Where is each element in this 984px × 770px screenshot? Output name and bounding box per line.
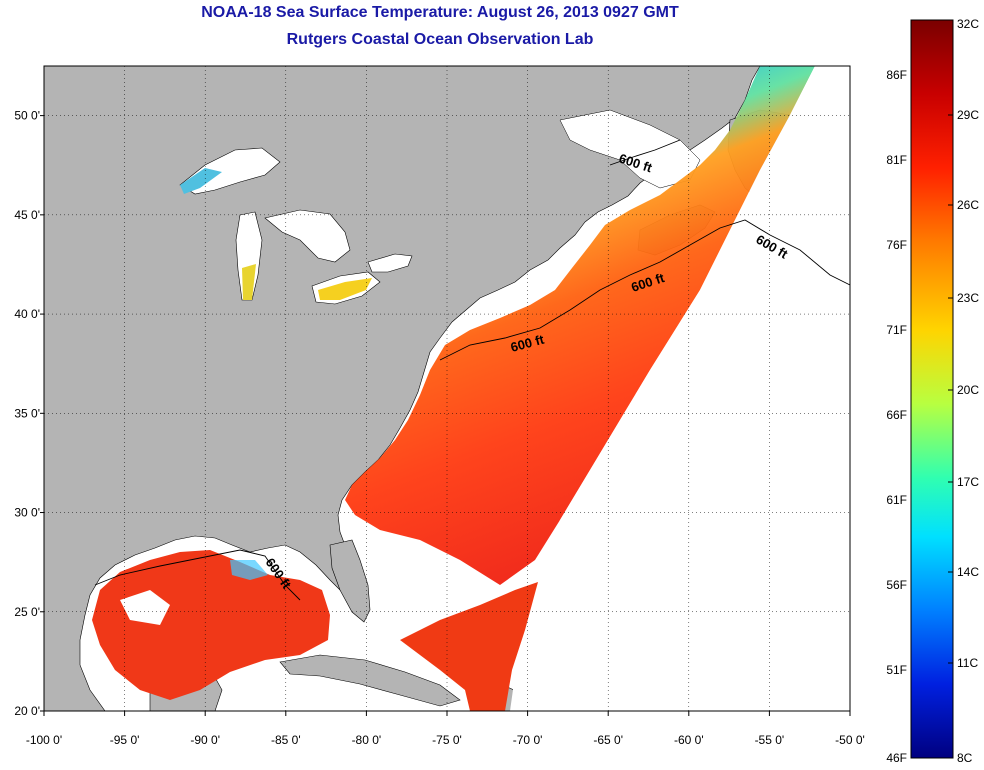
y-tick-label: 25 0' [14, 605, 40, 619]
colorbar-fahrenheit-label: 51F [886, 663, 907, 677]
y-tick-label: 35 0' [14, 406, 40, 420]
x-tick-label: -70 0' [513, 733, 543, 747]
x-tick-label: -55 0' [755, 733, 785, 747]
colorbar-celsius-label: 23C [957, 291, 979, 305]
colorbar [910, 19, 954, 759]
colorbar-celsius-label: 20C [957, 383, 979, 397]
x-tick-label: -65 0' [593, 733, 623, 747]
colorbar-celsius-label: 17C [957, 475, 979, 489]
gulf-sst [92, 550, 330, 700]
lake-erie-sst [318, 278, 372, 300]
colorbar-fahrenheit-label: 71F [886, 323, 907, 337]
colorbar-celsius-label: 32C [957, 17, 979, 31]
x-tick-label: -75 0' [432, 733, 462, 747]
colorbar-celsius-label: 8C [957, 751, 973, 765]
colorbar-fahrenheit-label: 86F [886, 68, 907, 82]
gulf-nodata [120, 590, 170, 625]
x-axis-ticks: -100 0' -95 0' -90 0' -85 0' -80 0' -75 0' -70… [26, 711, 865, 747]
lake-michigan-sst [242, 264, 256, 300]
colorbar-celsius-label: 29C [957, 108, 979, 122]
x-tick-label: -100 0' [26, 733, 62, 747]
land-cuba [279, 654, 461, 707]
x-tick-label: -80 0' [352, 733, 382, 747]
colorbar-fahrenheit-label: 46F [886, 751, 907, 765]
colorbar-fahrenheit-label: 81F [886, 153, 907, 167]
y-tick-label: 30 0' [14, 506, 40, 520]
x-tick-label: -90 0' [190, 733, 220, 747]
colorbar-celsius-label: 11C [957, 656, 978, 670]
map-title: NOAA-18 Sea Surface Temperature: August … [201, 4, 679, 21]
y-tick-label: 45 0' [14, 208, 40, 222]
colorbar-labels: 86F 81F 76F 71F 66F 61F 56F 51F 46F 32C 29C 26C 23C 2… [886, 17, 979, 765]
map-subtitle: Rutgers Coastal Ocean Observation Lab [286, 31, 594, 48]
caribbean-sst [400, 582, 538, 711]
x-tick-label: -85 0' [271, 733, 301, 747]
gulf-cool-patch [230, 560, 268, 580]
y-tick-label: 50 0' [14, 109, 40, 123]
lake-superior-sst [180, 168, 222, 194]
x-tick-label: -95 0' [110, 733, 140, 747]
colorbar-fahrenheit-label: 61F [886, 493, 907, 507]
colorbar-fahrenheit-label: 76F [886, 238, 907, 252]
land-florida [329, 539, 371, 623]
y-axis-ticks: 50 0' 45 0' 40 0' 35 0' 30 0' 25 0' 20 0' [14, 109, 44, 718]
colorbar-celsius-label: 14C [957, 565, 979, 579]
y-tick-label: 40 0' [14, 307, 40, 321]
y-tick-label: 20 0' [14, 704, 40, 718]
atlantic-nodata [510, 66, 850, 711]
bathymetry-contours [94, 139, 850, 601]
x-tick-label: -50 0' [835, 733, 865, 747]
colorbar-fahrenheit-label: 66F [886, 408, 907, 422]
colorbar-celsius-label: 26C [957, 198, 979, 212]
colorbar-fahrenheit-label: 56F [886, 578, 907, 592]
x-tick-label: -60 0' [674, 733, 704, 747]
atlantic-sst-swath [345, 66, 815, 585]
